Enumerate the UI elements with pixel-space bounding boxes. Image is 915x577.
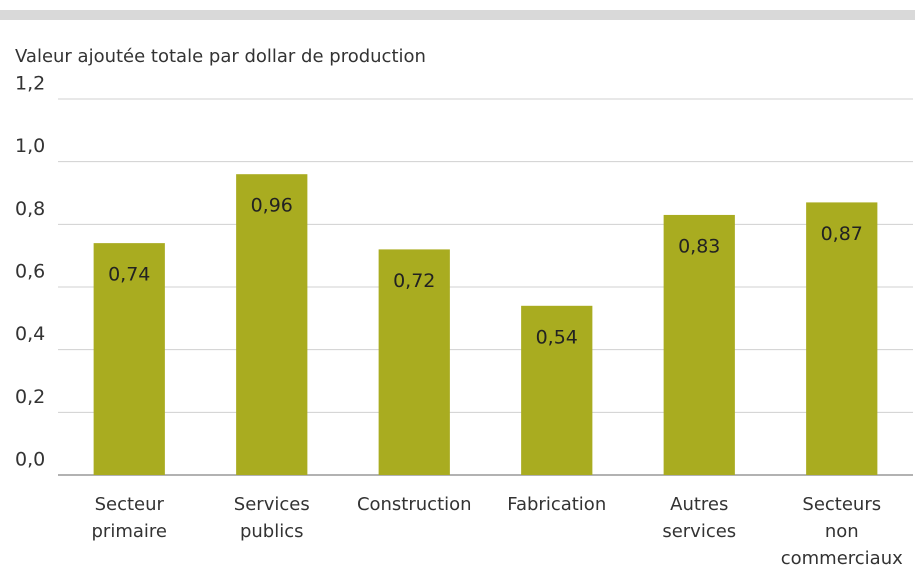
data-label: 0,83 xyxy=(678,235,720,257)
x-tick-label: Construction xyxy=(357,494,472,515)
header-band xyxy=(0,10,915,20)
y-tick-label: 0,2 xyxy=(15,386,45,408)
data-label: 0,74 xyxy=(108,264,150,286)
y-tick-label: 0,6 xyxy=(15,261,45,283)
bar xyxy=(236,174,308,475)
data-label: 0,72 xyxy=(393,270,435,292)
bar xyxy=(378,249,450,475)
data-label: 0,54 xyxy=(536,326,578,348)
x-tick-label: Secteurs non commerciaux xyxy=(781,494,903,569)
x-tick-label: Fabrication xyxy=(507,494,606,515)
chart-title: Valeur ajoutée totale par dollar de prod… xyxy=(15,46,426,67)
data-label: 0,96 xyxy=(251,195,293,217)
y-tick-label: 0,0 xyxy=(15,449,45,471)
y-tick-label: 0,4 xyxy=(15,323,45,345)
y-tick-label: 1,0 xyxy=(15,135,45,157)
y-tick-label: 0,8 xyxy=(15,198,45,220)
data-label: 0,87 xyxy=(821,223,863,245)
x-tick-label: Autres services xyxy=(662,494,736,542)
bar xyxy=(93,243,165,475)
bar xyxy=(521,305,593,475)
x-tick-label: Secteur primaire xyxy=(92,494,167,542)
y-tick-label: 1,2 xyxy=(15,73,45,95)
bar xyxy=(663,214,735,475)
x-tick-label: Services publics xyxy=(234,494,310,542)
bar xyxy=(806,202,878,475)
